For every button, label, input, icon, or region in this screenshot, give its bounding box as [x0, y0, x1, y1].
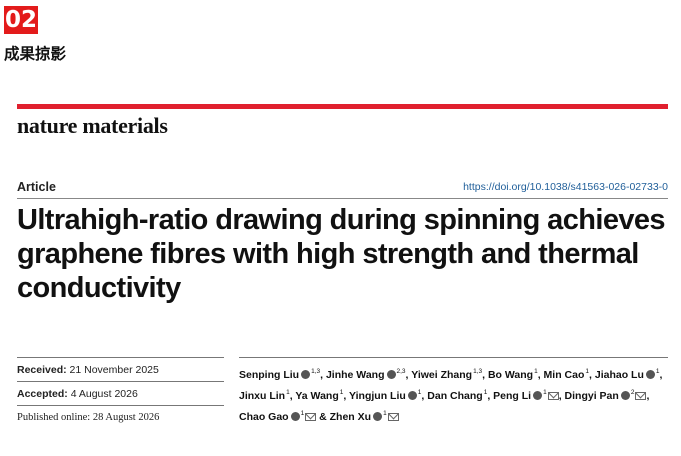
- affiliation-marker: 1: [543, 389, 547, 396]
- author[interactable]: Jinxu Lin1: [239, 389, 290, 402]
- affiliation-marker: 1: [339, 389, 344, 396]
- author[interactable]: & Zhen Xu 1: [319, 410, 399, 423]
- received-date: Received: 21 November 2025: [17, 364, 159, 376]
- orcid-icon[interactable]: [386, 370, 396, 379]
- author-name: Yiwei Zhang: [411, 369, 473, 381]
- affiliation-marker: 1,3: [473, 368, 483, 375]
- affiliation-marker: 1: [286, 389, 290, 396]
- email-icon[interactable]: [635, 392, 647, 400]
- orcid-icon[interactable]: [407, 391, 417, 400]
- received-label: Received:: [17, 364, 67, 376]
- author[interactable]: Ya Wang1: [295, 389, 344, 402]
- authors-divider: [239, 357, 668, 358]
- accepted-date: Accepted: 4 August 2026: [17, 388, 138, 400]
- author[interactable]: Min Cao1: [543, 368, 590, 381]
- orcid-icon[interactable]: [301, 370, 311, 379]
- author-name: Ya Wang: [295, 390, 339, 402]
- affiliation-marker: 1: [417, 389, 422, 396]
- orcid-icon[interactable]: [645, 370, 655, 379]
- author-name: Peng Li: [493, 390, 532, 402]
- author-name: Zhen Xu: [329, 411, 372, 423]
- dates-divider-bottom: [17, 405, 224, 406]
- orcid-icon[interactable]: [533, 391, 543, 400]
- author[interactable]: Jinhe Wang 2,3: [325, 368, 406, 381]
- published-date: Published online: 28 August 2026: [17, 412, 160, 423]
- journal-name: nature materials: [17, 113, 168, 138]
- doi-link[interactable]: https://doi.org/10.1038/s41563-026-02733…: [463, 181, 668, 193]
- email-icon[interactable]: [305, 413, 317, 421]
- affiliation-marker: 1: [655, 368, 660, 375]
- author-name: Min Cao: [543, 369, 585, 381]
- author[interactable]: Peng Li 1: [493, 389, 559, 402]
- article-title: Ultrahigh-ratio drawing during spinning …: [17, 204, 666, 304]
- section-title: 成果掠影: [4, 45, 67, 63]
- author-name: Jinxu Lin: [239, 390, 286, 402]
- author[interactable]: Senping Liu 1,3: [239, 368, 321, 381]
- author[interactable]: Dingyi Pan 2: [564, 389, 647, 402]
- email-icon[interactable]: [547, 392, 559, 400]
- affiliation-marker: 2,3: [396, 368, 406, 375]
- author[interactable]: Chao Gao 1: [239, 410, 317, 423]
- section-number-badge: 02: [4, 6, 38, 34]
- author-name: Chao Gao: [239, 411, 289, 423]
- dates-divider-top: [17, 357, 224, 358]
- accepted-value: 4 August 2026: [70, 388, 138, 400]
- journal-header-rule: [17, 104, 668, 109]
- author-name: Bo Wang: [487, 369, 534, 381]
- author-name: Jinhe Wang: [325, 369, 385, 381]
- author-list: Senping Liu 1,3, Jinhe Wang 2,3, Yiwei Zha…: [239, 368, 663, 423]
- orcid-icon[interactable]: [290, 412, 300, 421]
- affiliation-marker: 1,3: [311, 368, 321, 375]
- header-divider: [17, 198, 668, 199]
- affiliation-marker: 1: [300, 410, 305, 417]
- accepted-label: Accepted:: [17, 388, 68, 400]
- orcid-icon[interactable]: [373, 412, 383, 421]
- orcid-icon[interactable]: [620, 391, 630, 400]
- affiliation-marker: 1: [483, 389, 488, 396]
- author[interactable]: Bo Wang1: [487, 368, 538, 381]
- author[interactable]: Jiahao Lu 1: [594, 368, 660, 381]
- article-type: Article: [17, 180, 56, 194]
- affiliation-marker: 1: [534, 368, 538, 375]
- author-name: Senping Liu: [239, 369, 300, 381]
- affiliation-marker: 1: [383, 410, 387, 417]
- author-name: Dingyi Pan: [564, 390, 619, 402]
- author[interactable]: Yiwei Zhang1,3: [411, 368, 483, 381]
- author-name: Jiahao Lu: [594, 369, 644, 381]
- author-name: Dan Chang: [427, 390, 483, 402]
- author[interactable]: Yingjun Liu 1: [349, 389, 422, 402]
- author-name: Yingjun Liu: [349, 390, 406, 402]
- email-icon[interactable]: [387, 413, 399, 421]
- received-value: 21 November 2025: [69, 364, 159, 376]
- affiliation-marker: 2: [630, 389, 635, 396]
- author[interactable]: Dan Chang1: [427, 389, 488, 402]
- dates-divider-mid: [17, 381, 224, 382]
- affiliation-marker: 1: [585, 368, 590, 375]
